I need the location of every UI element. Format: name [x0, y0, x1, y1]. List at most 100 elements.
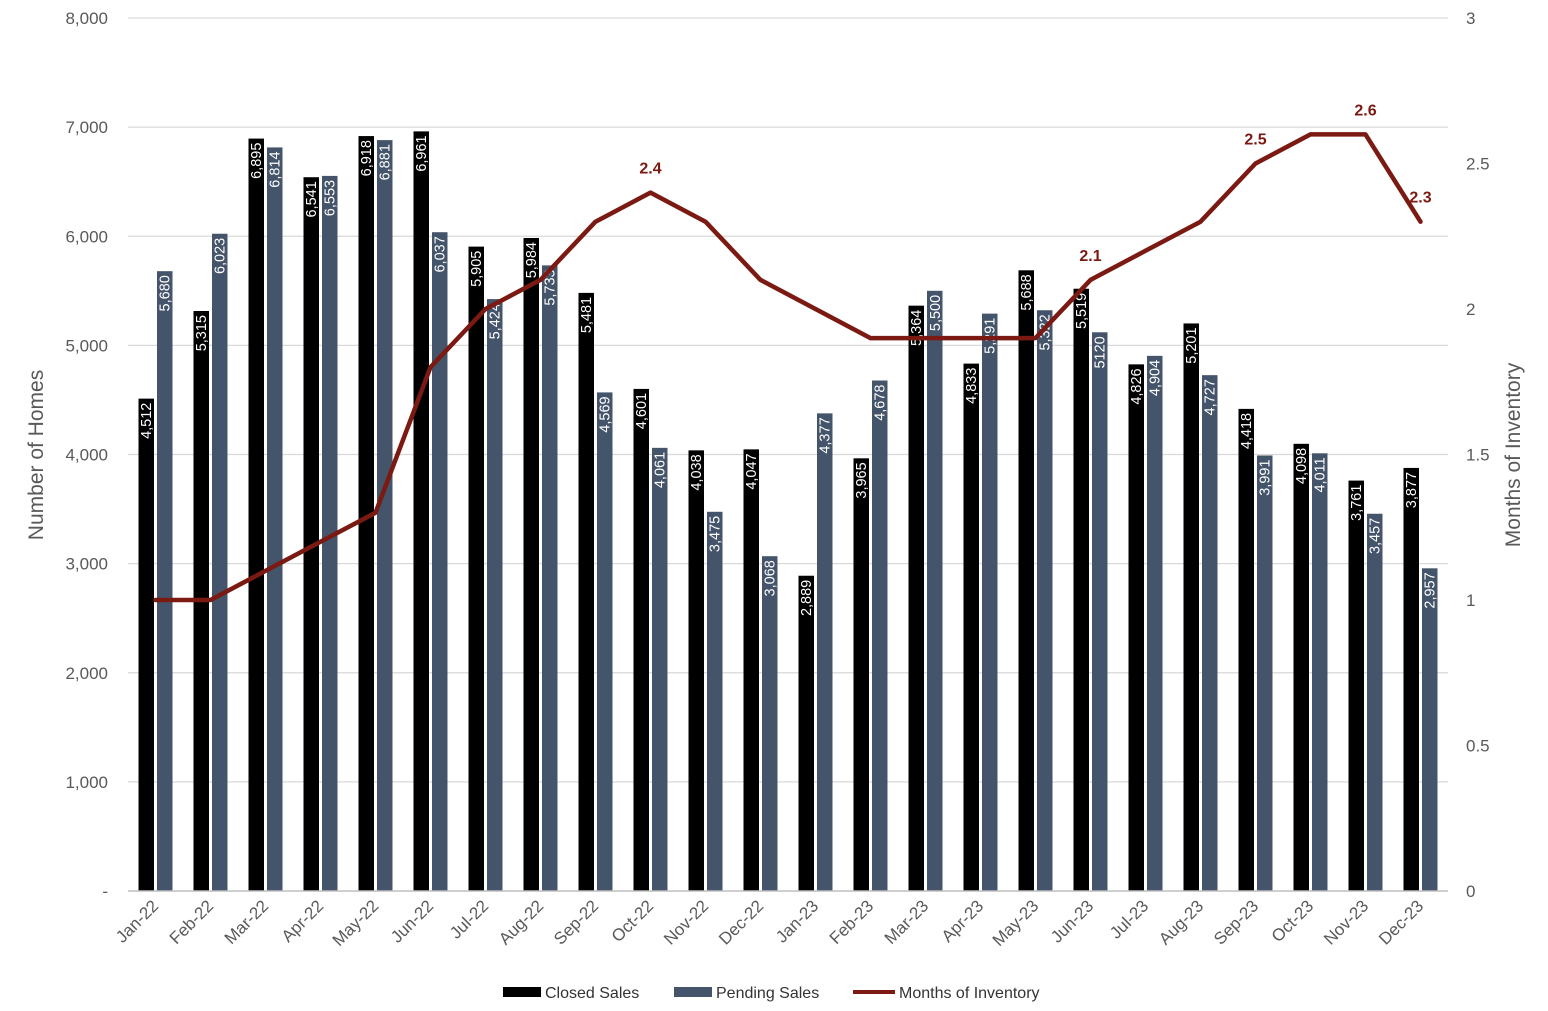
pending-sales-bar-apr-22 [322, 175, 338, 891]
pending-sales-label-jul-23: 4,904 [1148, 360, 1164, 396]
pending-sales-bar-jun-22 [432, 232, 448, 891]
pending-sales-bar-nov-22 [707, 511, 723, 891]
bar-labels: 4,512 5,680 5,315 6,023 6,895 6,814 6,541 6,553… [139, 135, 1439, 616]
pending-sales-label-jul-22: 5,424 [488, 303, 504, 339]
closed-sales-label-oct-23: 4,098 [1294, 448, 1310, 484]
pending-sales-bar-jan-22 [157, 271, 173, 891]
closed-sales-label-oct-22: 4,601 [634, 393, 650, 429]
pending-sales-bar-may-23 [1037, 310, 1053, 891]
x-tick-label-jun-22: Jun-22 [387, 896, 437, 946]
closed-sales-label-mar-22: 6,895 [249, 143, 265, 179]
x-tick-label-nov-23: Nov-23 [1320, 896, 1372, 948]
pending-sales-label-jun-23: 5120 [1093, 336, 1109, 368]
pending-sales-bar-jul-22 [487, 299, 503, 892]
x-tick-label-apr-22: Apr-22 [278, 896, 328, 946]
closed-sales-bar-mar-23 [908, 305, 924, 891]
closed-sales-bar-dec-23 [1403, 467, 1419, 891]
closed-sales-bar-apr-22 [303, 177, 319, 891]
closed-sales-label-feb-23: 3,965 [854, 462, 870, 498]
closed-sales-bar-aug-22 [523, 237, 539, 892]
months-of-inventory-line [153, 132, 1423, 603]
pending-sales-label-oct-22: 4,061 [653, 452, 669, 488]
legend-swatch-closed-sales [503, 987, 541, 997]
closed-sales-label-dec-23: 3,877 [1404, 472, 1420, 508]
pending-sales-label-jun-22: 6,037 [433, 236, 449, 272]
closed-sales-label-apr-22: 6,541 [304, 181, 320, 217]
y-left-tick-label: 5,000 [65, 336, 108, 355]
months-of-inventory-polyline [153, 132, 1423, 603]
closed-sales-label-jul-22: 5,905 [469, 251, 485, 287]
closed-sales-label-jul-23: 4,826 [1129, 368, 1145, 404]
line-label-nov-23: 2.6 [1354, 102, 1376, 119]
pending-sales-bar-aug-22 [542, 265, 558, 892]
pending-sales-bar-dec-22 [762, 556, 778, 891]
closed-sales-bar-feb-23 [853, 458, 869, 891]
pending-sales-label-nov-22: 3,475 [708, 516, 724, 552]
pending-sales-label-nov-23: 3,457 [1368, 518, 1384, 554]
closed-sales-label-jun-22: 6,961 [414, 135, 430, 171]
y-left-axis-title: Number of Homes [25, 370, 48, 540]
closed-sales-bar-jul-23 [1128, 364, 1144, 891]
x-ticks: Jan-22 Feb-22 Mar-22 Apr-22 May-22 Jun-22 Jul-… [112, 896, 1427, 950]
x-tick-label-nov-22: Nov-22 [660, 896, 712, 948]
pending-sales-label-may-22: 6,881 [378, 144, 394, 180]
closed-sales-bar-sep-22 [578, 292, 594, 891]
legend-label-closed-sales: Closed Sales [545, 985, 639, 1002]
y-left-tick-label: 2,000 [65, 664, 108, 683]
pending-sales-label-oct-23: 4,011 [1313, 457, 1329, 492]
x-tick-label-oct-23: Oct-23 [1268, 896, 1318, 946]
pending-sales-bar-nov-23 [1367, 513, 1383, 891]
closed-sales-bar-aug-23 [1183, 323, 1199, 891]
closed-sales-label-jan-22: 4,512 [139, 403, 155, 439]
pending-sales-label-feb-23: 4,678 [873, 385, 889, 421]
pending-sales-bar-mar-23 [927, 290, 943, 891]
y-right-ticks: 0 0.5 1 1.5 2 2.5 3 [1466, 9, 1490, 901]
pending-sales-bar-oct-22 [652, 447, 668, 891]
pending-sales-bar-apr-23 [982, 313, 998, 891]
y-right-axis-title: Months of Inventory [1502, 362, 1525, 547]
closed-sales-label-aug-22: 5,984 [524, 242, 540, 278]
closed-sales-bar-apr-23 [963, 363, 979, 891]
pending-sales-label-dec-23: 2,957 [1423, 572, 1439, 608]
legend-swatch-pending-sales [674, 987, 712, 997]
pending-sales-label-apr-22: 6,553 [323, 180, 339, 216]
x-tick-label-aug-23: Aug-23 [1155, 896, 1207, 948]
x-tick-label-mar-22: Mar-22 [221, 896, 273, 948]
x-tick-label-jan-22: Jan-22 [112, 896, 162, 946]
closed-sales-label-apr-23: 4,833 [964, 368, 980, 404]
pending-sales-label-dec-22: 3,068 [763, 560, 779, 596]
closed-sales-bar-may-22 [358, 136, 374, 892]
closed-sales-label-nov-23: 3,761 [1349, 485, 1365, 521]
x-tick-label-aug-22: Aug-22 [495, 896, 547, 948]
y-left-tick-label: - [102, 882, 108, 901]
closed-sales-label-sep-23: 4,418 [1239, 413, 1255, 449]
closed-sales-bar-may-23 [1018, 270, 1034, 891]
y-right-tick-label: 2.5 [1466, 155, 1490, 174]
pending-sales-bar-jun-23 [1092, 332, 1108, 891]
closed-sales-label-dec-22: 4,047 [744, 453, 760, 489]
y-right-tick-label: 1.5 [1466, 446, 1490, 465]
x-tick-label-jan-23: Jan-23 [772, 896, 822, 946]
pending-sales-label-feb-22: 6,023 [213, 238, 229, 274]
x-tick-label-may-23: May-23 [989, 896, 1043, 950]
pending-sales-label-apr-23: 5,291 [983, 318, 999, 354]
x-tick-label-jul-23: Jul-23 [1106, 896, 1152, 942]
line-labels: 2.4 2.1 2.5 2.6 2.3 [639, 102, 1431, 264]
y-right-tick-label: 2 [1466, 300, 1475, 319]
pending-sales-bar-sep-23 [1257, 455, 1273, 891]
y-right-tick-label: 1 [1466, 591, 1475, 610]
x-tick-label-mar-23: Mar-23 [881, 896, 933, 948]
pending-sales-bar-feb-22 [212, 233, 228, 892]
x-tick-label-dec-23: Dec-23 [1375, 896, 1427, 948]
closed-sales-label-mar-23: 5,364 [909, 310, 925, 346]
closed-sales-bar-dec-22 [743, 449, 759, 891]
y-left-ticks: - 1,000 2,000 3,000 4,000 5,000 6,000 7,000 8,00… [65, 9, 108, 901]
x-tick-label-jun-23: Jun-23 [1047, 896, 1097, 946]
pending-sales-bar-aug-23 [1202, 375, 1218, 891]
pending-sales-label-aug-22: 5,733 [543, 269, 559, 305]
pending-sales-label-sep-22: 4,569 [598, 396, 614, 432]
pending-sales-bar-jan-23 [817, 413, 833, 891]
closed-sales-bar-jun-23 [1073, 288, 1089, 891]
closed-sales-label-nov-22: 4,038 [689, 454, 705, 490]
pending-sales-label-mar-23: 5,500 [928, 295, 944, 331]
